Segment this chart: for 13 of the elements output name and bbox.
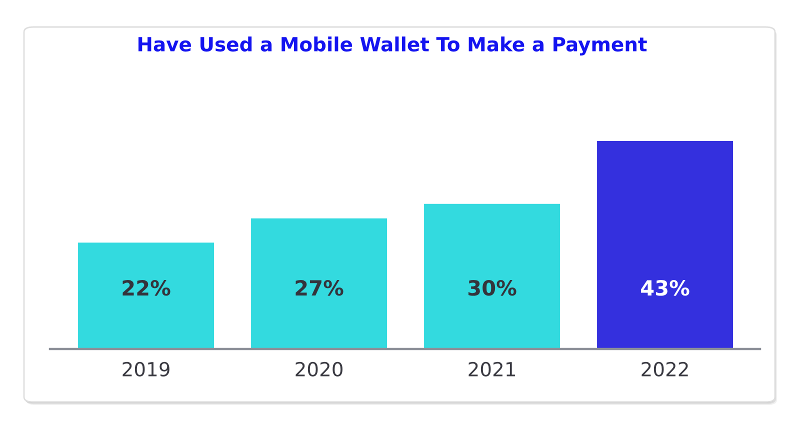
chart-title: Have Used a Mobile Wallet To Make a Payment bbox=[138, 36, 647, 56]
data-label: 22% bbox=[122, 280, 170, 296]
data-label: 27% bbox=[296, 280, 344, 296]
x-tick-label: 2022 bbox=[642, 362, 688, 377]
data-label: 30% bbox=[468, 280, 516, 296]
data-label: 43% bbox=[641, 280, 690, 296]
bar bbox=[597, 141, 734, 349]
bar bbox=[424, 204, 560, 349]
bar bbox=[78, 242, 214, 349]
x-tick-label: 2021 bbox=[468, 362, 515, 377]
x-tick-label: 2020 bbox=[296, 362, 342, 377]
bar bbox=[251, 218, 388, 349]
x-tick-label: 2019 bbox=[122, 362, 170, 377]
